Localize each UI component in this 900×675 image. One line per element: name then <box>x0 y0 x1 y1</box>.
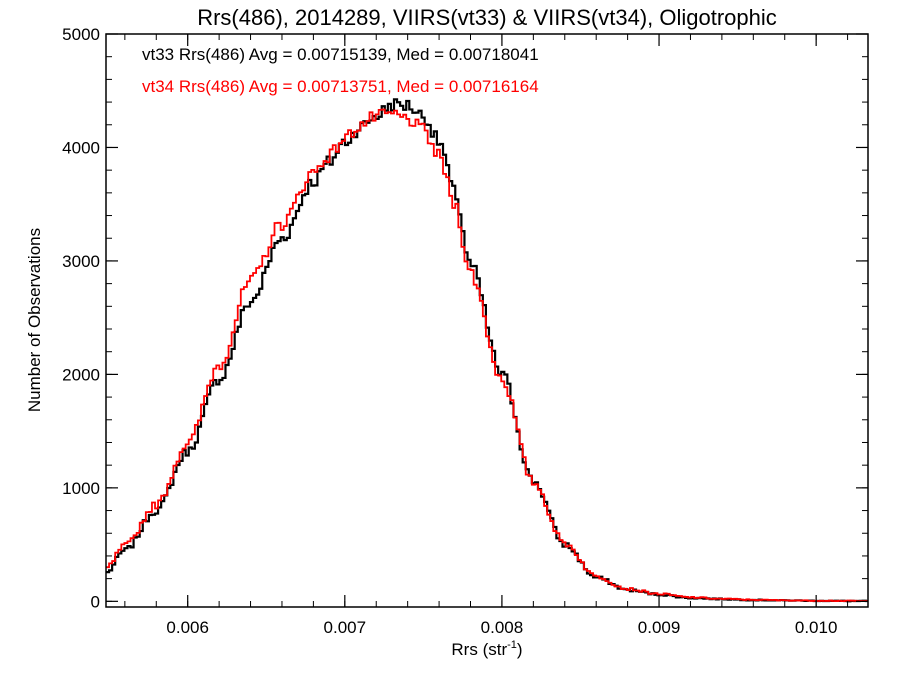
y-tick-label: 0 <box>91 592 100 611</box>
y-tick-label: 5000 <box>62 25 100 44</box>
x-axis-label: Rrs (str-1) <box>451 639 522 659</box>
y-axis-label: Number of Observations <box>25 228 44 412</box>
series-line-vt34 <box>106 108 868 602</box>
y-tick-label: 2000 <box>62 365 100 384</box>
x-tick-label: 0.010 <box>795 618 838 637</box>
x-tick-label: 0.009 <box>638 618 681 637</box>
plot-series <box>106 98 868 603</box>
y-tick-label: 3000 <box>62 252 100 271</box>
y-axis-ticks: 0 1000 2000 3000 4000 5000 <box>62 25 868 611</box>
legend: vt33 Rrs(486) Avg = 0.00715139, Med = 0.… <box>142 45 539 96</box>
legend-entry-vt33: vt33 Rrs(486) Avg = 0.00715139, Med = 0.… <box>142 45 539 64</box>
y-tick-label: 4000 <box>62 138 100 157</box>
x-tick-label: 0.007 <box>324 618 367 637</box>
x-axis-ticks: 0.006 0.007 0.008 0.009 0.010 <box>124 34 849 637</box>
y-tick-label: 1000 <box>62 479 100 498</box>
plot-frame <box>105 33 869 608</box>
x-tick-label: 0.008 <box>481 618 524 637</box>
series-line-vt33 <box>106 98 868 603</box>
chart-title: Rrs(486), 2014289, VIIRS(vt33) & VIIRS(v… <box>197 5 777 30</box>
x-tick-label: 0.006 <box>166 618 209 637</box>
legend-entry-vt34: vt34 Rrs(486) Avg = 0.00713751, Med = 0.… <box>142 77 539 96</box>
